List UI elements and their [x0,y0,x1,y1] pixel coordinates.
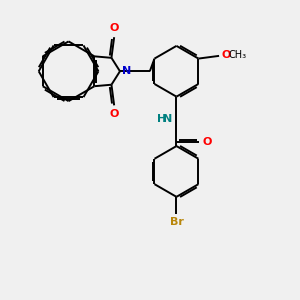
Text: H: H [158,115,167,124]
Text: Br: Br [169,218,183,227]
Text: O: O [221,50,231,60]
Text: O: O [202,137,212,147]
Text: N: N [164,115,173,124]
Text: N: N [122,66,131,76]
Text: CH₃: CH₃ [228,50,246,60]
Text: O: O [110,109,119,119]
Text: O: O [110,23,119,33]
